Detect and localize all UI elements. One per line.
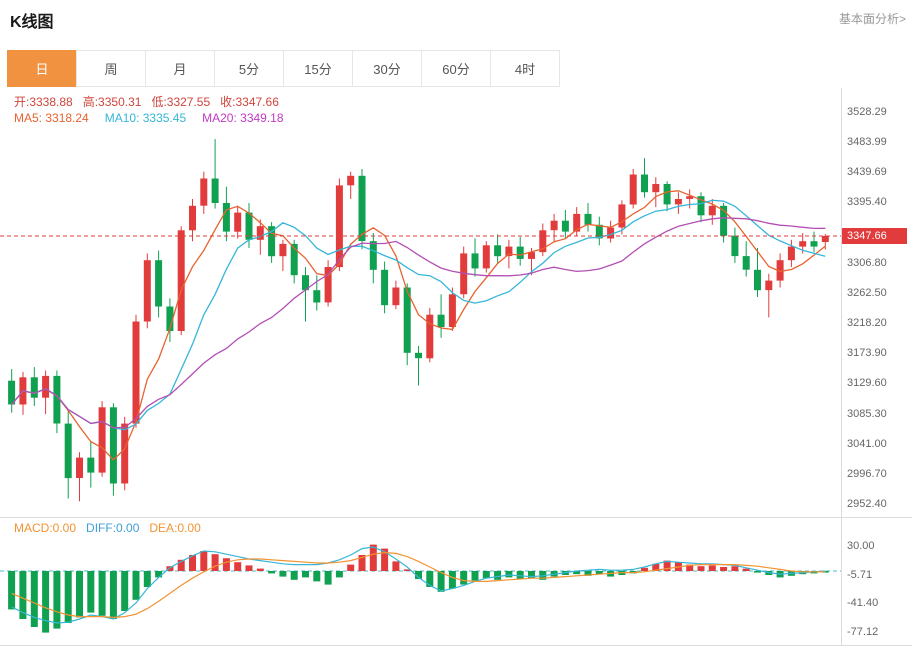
y-axis-label: 3041.00 bbox=[847, 438, 887, 450]
tab-5[interactable]: 30分 bbox=[352, 50, 422, 87]
macd-legend: MACD:0.00 DIFF:0.00 DEA:0.00 bbox=[14, 521, 211, 535]
tab-0[interactable]: 日 bbox=[7, 50, 77, 87]
macd-axis-label: -41.40 bbox=[847, 597, 879, 609]
macd-axis-label: -77.12 bbox=[847, 626, 879, 638]
y-axis-label: 3085.30 bbox=[847, 408, 887, 420]
macd-item-2: DEA:0.00 bbox=[149, 521, 201, 535]
tab-7[interactable]: 4时 bbox=[490, 50, 560, 87]
ohlc-legend: 开:3338.88 高:3350.31 低:3327.55 收:3347.66 bbox=[14, 93, 289, 110]
ma-legend: MA5: 3318.24 MA10: 3335.45 MA20: 3349.18 bbox=[14, 111, 300, 125]
y-axis-label: 3395.40 bbox=[847, 196, 887, 208]
y-axis-label: 3528.29 bbox=[847, 106, 887, 118]
main-y-axis: 3528.29 3483.99 3439.69 3395.40 3306.80 3262.… bbox=[842, 88, 912, 517]
y-axis-label: 3483.99 bbox=[847, 136, 887, 148]
ohlc-item-2: 低:3327.55 bbox=[151, 95, 211, 109]
macd-axis-label: -5.71 bbox=[847, 569, 873, 581]
current-price-tag: 3347.66 bbox=[842, 228, 907, 244]
page-title: K线图 bbox=[10, 14, 54, 31]
y-axis-label: 3173.90 bbox=[847, 347, 887, 359]
y-axis-label: 3262.50 bbox=[847, 287, 887, 299]
ma-item-2: MA20: 3349.18 bbox=[202, 111, 284, 125]
bottom-border bbox=[0, 645, 912, 646]
tab-1[interactable]: 周 bbox=[76, 50, 146, 87]
y-axis-label: 3306.80 bbox=[847, 257, 887, 269]
fundamental-analysis-link[interactable]: 基本面分析> bbox=[838, 12, 906, 26]
tab-2[interactable]: 月 bbox=[145, 50, 215, 87]
y-axis-label: 3218.20 bbox=[847, 317, 887, 329]
ma-item-0: MA5: 3318.24 bbox=[14, 111, 89, 125]
y-axis-label: 3439.69 bbox=[847, 166, 887, 178]
axis-separator bbox=[841, 88, 842, 645]
ma-item-1: MA10: 3335.45 bbox=[104, 111, 187, 125]
ohlc-item-3: 收:3347.66 bbox=[220, 95, 279, 109]
ohlc-item-0: 开:3338.88 bbox=[14, 95, 73, 109]
macd-item-0: MACD:0.00 bbox=[14, 521, 77, 535]
tab-6[interactable]: 60分 bbox=[421, 50, 491, 87]
macd-item-1: DIFF:0.00 bbox=[86, 521, 140, 535]
macd-chart[interactable] bbox=[0, 517, 841, 645]
y-axis-label: 2952.40 bbox=[847, 498, 887, 510]
panel-divider bbox=[0, 517, 912, 518]
candlestick-chart[interactable] bbox=[0, 88, 841, 517]
tab-4[interactable]: 15分 bbox=[283, 50, 353, 87]
period-tabs: 日周月 5分 15分 30分 60分 4时 bbox=[7, 50, 560, 87]
y-axis-label: 2996.70 bbox=[847, 468, 887, 480]
y-axis-label: 3129.60 bbox=[847, 377, 887, 389]
macd-y-axis: 30.00 -5.71 -41.40 -77.12 bbox=[842, 517, 912, 645]
ohlc-item-1: 高:3350.31 bbox=[82, 95, 142, 109]
macd-axis-label: 30.00 bbox=[847, 540, 875, 552]
tab-3[interactable]: 5分 bbox=[214, 50, 284, 87]
